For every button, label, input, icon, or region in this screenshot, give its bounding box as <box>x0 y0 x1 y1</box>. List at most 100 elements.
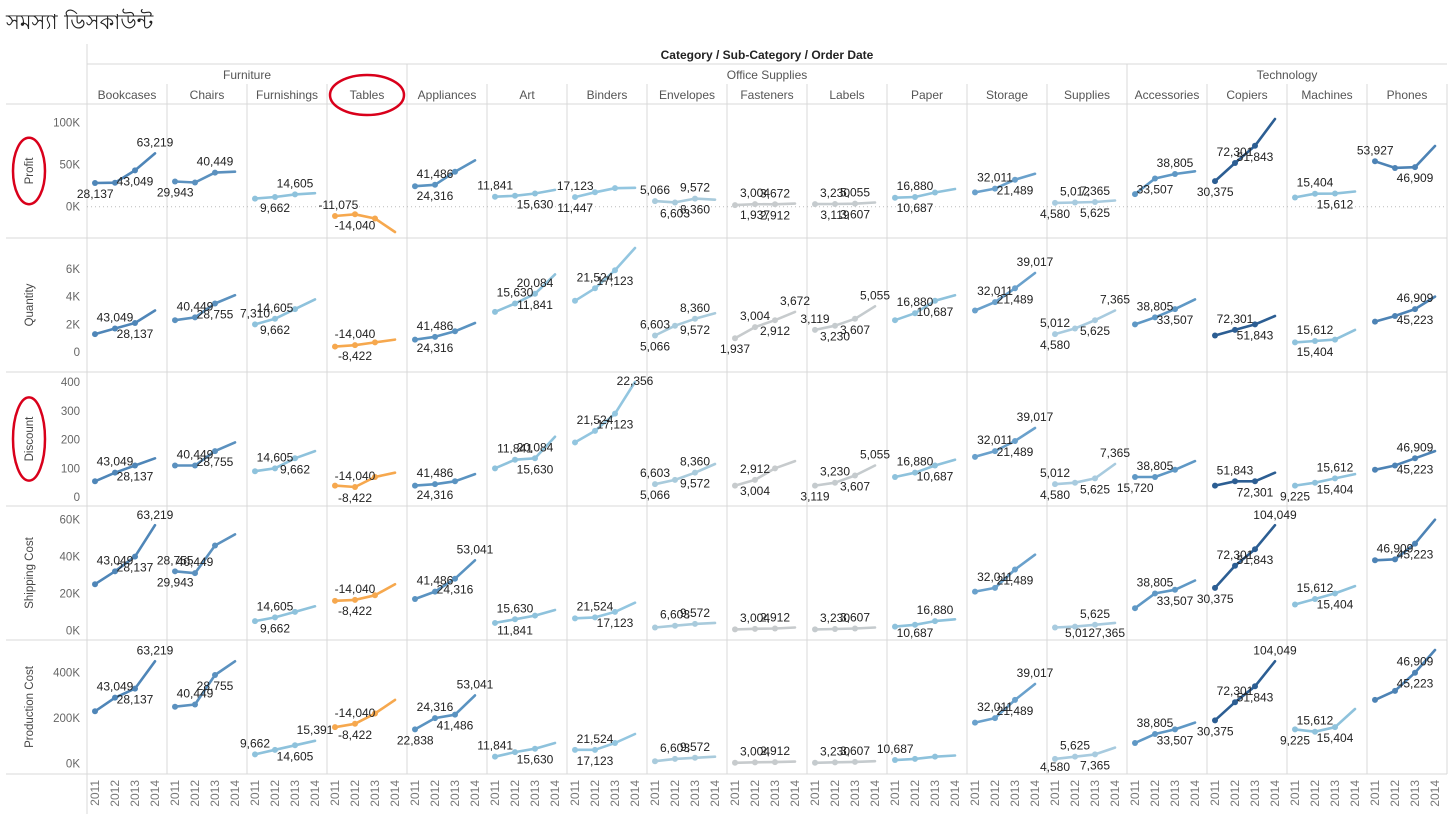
year-label: 2011 <box>1208 780 1222 806</box>
data-point-storage-quantity <box>972 307 978 314</box>
data-label: 24,316 <box>437 583 474 597</box>
year-label: 2014 <box>708 780 722 807</box>
axis-tick-label: 50K <box>60 160 81 172</box>
data-label: 5,0127,365 <box>1065 626 1125 640</box>
data-label: 51,843 <box>1217 463 1254 477</box>
series-line-paper-quantity <box>893 293 957 322</box>
data-label: 22,356 <box>617 374 654 388</box>
series-line-fasteners-production-cost <box>733 760 797 765</box>
data-point-accessories-quantity <box>1132 321 1138 328</box>
data-label: 5,625 <box>1060 739 1090 753</box>
data-point-envelopes-shipping-cost <box>672 622 678 629</box>
data-label: 21,489 <box>997 704 1034 718</box>
data-point-bookcases-discount <box>92 478 98 485</box>
data-point-phones-profit <box>1372 158 1378 165</box>
data-point-labels-profit <box>852 200 858 207</box>
data-label: 4,580 <box>1040 760 1070 774</box>
data-point-bookcases-discount <box>132 462 138 469</box>
data-point-machines-production-cost <box>1312 728 1318 735</box>
data-point-labels-profit <box>812 201 818 208</box>
data-point-binders-shipping-cost <box>572 615 578 622</box>
subcategory-header-binders: Binders <box>587 88 628 102</box>
data-point-furnishings-profit <box>252 195 258 202</box>
data-point-phones-shipping-cost <box>1412 540 1418 547</box>
data-point-chairs-production-cost <box>192 701 198 708</box>
data-point-art-profit <box>492 193 498 200</box>
data-point-paper-discount <box>892 473 898 480</box>
year-label: 2013 <box>848 780 862 807</box>
data-point-appliances-discount <box>432 481 438 488</box>
data-point-envelopes-discount <box>692 469 698 476</box>
data-label: 9,662 <box>240 736 270 750</box>
data-point-storage-production-cost <box>972 719 978 726</box>
data-point-phones-shipping-cost <box>1392 556 1398 563</box>
data-point-envelopes-quantity <box>672 322 678 329</box>
data-label: 28,755 <box>197 679 234 693</box>
year-label: 2011 <box>1048 780 1062 806</box>
data-point-appliances-profit <box>412 183 418 190</box>
series-line-labels-discount <box>813 464 877 487</box>
data-point-copiers-production-cost <box>1212 717 1218 724</box>
data-label: 15,612 <box>1317 198 1354 212</box>
data-point-envelopes-discount <box>652 481 658 488</box>
data-point-accessories-production-cost <box>1152 730 1158 737</box>
series-line-copiers-shipping-cost <box>1213 523 1277 590</box>
data-point-tables-discount <box>352 484 358 491</box>
data-point-binders-profit <box>612 185 618 192</box>
data-label: 1,937 <box>720 342 750 356</box>
data-label: 7,365 <box>1100 446 1130 460</box>
data-label: 14,605 <box>257 599 294 613</box>
series-line-chairs-quantity <box>173 293 237 322</box>
data-point-copiers-profit <box>1212 178 1218 185</box>
data-label: 17,123 <box>577 754 614 768</box>
axis-tick-label: 0K <box>66 625 80 637</box>
data-label: 41,486 <box>417 574 454 588</box>
data-label: 45,223 <box>1397 677 1434 691</box>
data-point-bookcases-discount <box>112 469 118 476</box>
subcategory-header-storage: Storage <box>986 88 1028 102</box>
data-point-fasteners-shipping-cost <box>752 625 758 632</box>
data-point-art-quantity <box>512 300 518 307</box>
data-label: 14,605 <box>257 450 294 464</box>
data-label: -11,075 <box>318 198 358 212</box>
data-point-art-quantity <box>532 290 538 297</box>
data-point-envelopes-quantity <box>652 332 658 339</box>
data-label: 9,662 <box>260 621 290 635</box>
data-label: 5,066 <box>640 183 670 197</box>
data-point-labels-production-cost <box>852 758 858 765</box>
data-point-furnishings-discount <box>272 465 278 472</box>
series-line-machines-quantity <box>1293 328 1357 344</box>
data-point-labels-production-cost <box>832 759 838 766</box>
data-label: 3,230 <box>820 465 850 479</box>
data-label: 43,049 <box>97 455 134 469</box>
data-label: 15,612 <box>1317 460 1354 474</box>
data-point-fasteners-production-cost <box>752 759 758 766</box>
data-point-phones-discount <box>1412 455 1418 462</box>
data-label: 5,055 <box>840 186 870 200</box>
data-label: 5,625 <box>1080 324 1110 338</box>
data-label: 21,489 <box>997 445 1034 459</box>
data-point-accessories-discount <box>1172 466 1178 473</box>
header-title: Category / Sub-Category / Order Date <box>661 48 874 62</box>
data-label: 17,123 <box>597 418 634 432</box>
data-point-fasteners-discount <box>752 476 758 483</box>
data-label: 15,630 <box>497 601 534 615</box>
data-label: 17,123 <box>597 274 634 288</box>
data-point-bookcases-shipping-cost <box>92 581 98 588</box>
data-label: 28,755 <box>157 553 194 567</box>
data-point-paper-quantity <box>932 297 938 304</box>
series-line-copiers-quantity <box>1213 314 1277 337</box>
data-label: 9,572 <box>680 323 710 337</box>
data-label: 53,041 <box>457 677 494 691</box>
data-point-phones-production-cost <box>1392 687 1398 694</box>
data-point-copiers-profit <box>1232 160 1238 167</box>
data-label: 15,404 <box>1317 597 1354 611</box>
data-label: 20,084 <box>517 440 554 454</box>
year-label: 2011 <box>1368 780 1382 806</box>
data-point-storage-profit <box>992 185 998 192</box>
data-point-bookcases-profit <box>92 179 98 186</box>
data-point-art-discount <box>492 465 498 472</box>
data-label: 29,943 <box>157 575 194 589</box>
data-point-machines-discount <box>1312 479 1318 486</box>
data-point-phones-quantity <box>1372 318 1378 325</box>
